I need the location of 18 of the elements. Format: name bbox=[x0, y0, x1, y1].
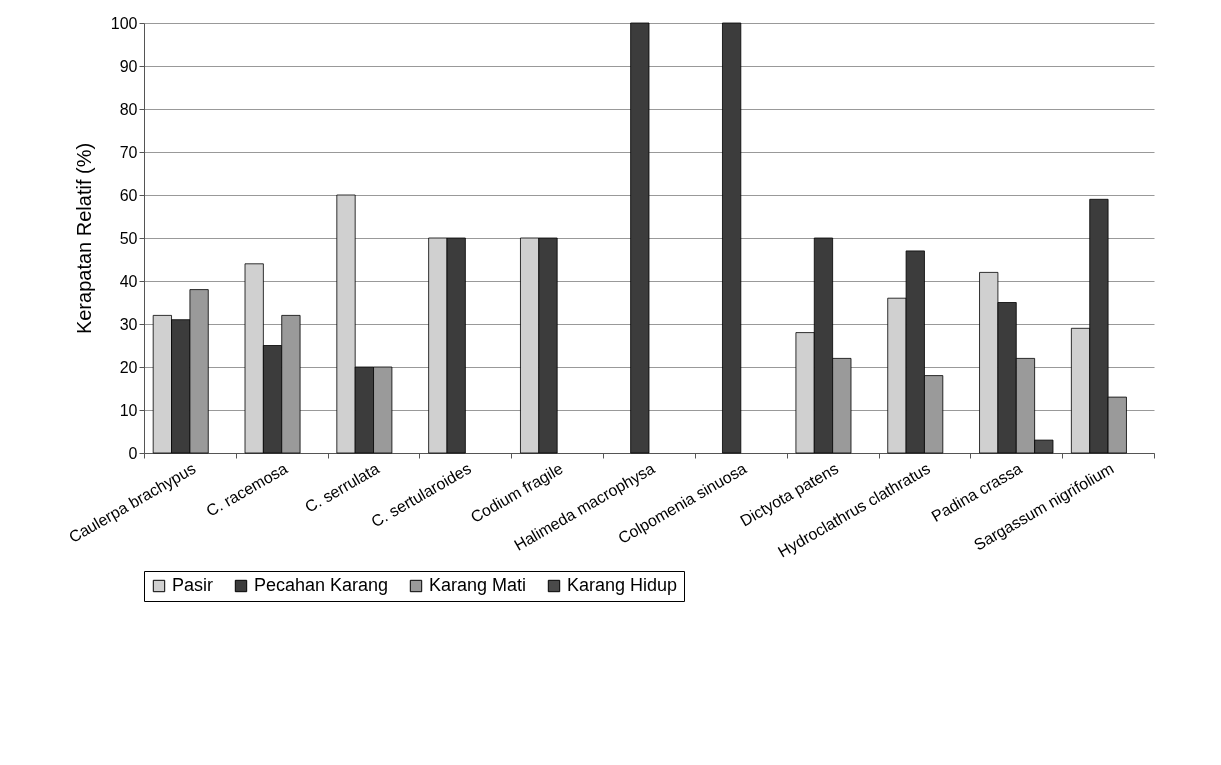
y-tick-label: 100 bbox=[110, 14, 138, 32]
y-tick-label: 80 bbox=[119, 100, 138, 118]
y-tick-label: 0 bbox=[128, 444, 138, 462]
y-tick-label: 60 bbox=[119, 186, 138, 204]
legend-label: Pasir bbox=[172, 575, 214, 595]
legend-label: Karang Mati bbox=[429, 575, 527, 595]
bar bbox=[630, 22, 650, 454]
y-tick-label: 70 bbox=[119, 143, 138, 161]
y-tick-label: 50 bbox=[119, 229, 138, 247]
y-tick-label: 10 bbox=[119, 401, 138, 419]
y-axis-title: Kerapatan Relatif (%) bbox=[72, 142, 95, 335]
y-tick-label: 20 bbox=[119, 358, 138, 376]
bar bbox=[722, 22, 742, 454]
legend-label: Karang Hidup bbox=[567, 575, 678, 595]
y-tick-label: 30 bbox=[119, 315, 138, 333]
y-tick-label: 90 bbox=[119, 57, 138, 75]
legend-label: Pecahan Karang bbox=[254, 575, 389, 595]
y-tick-label: 40 bbox=[119, 272, 138, 290]
